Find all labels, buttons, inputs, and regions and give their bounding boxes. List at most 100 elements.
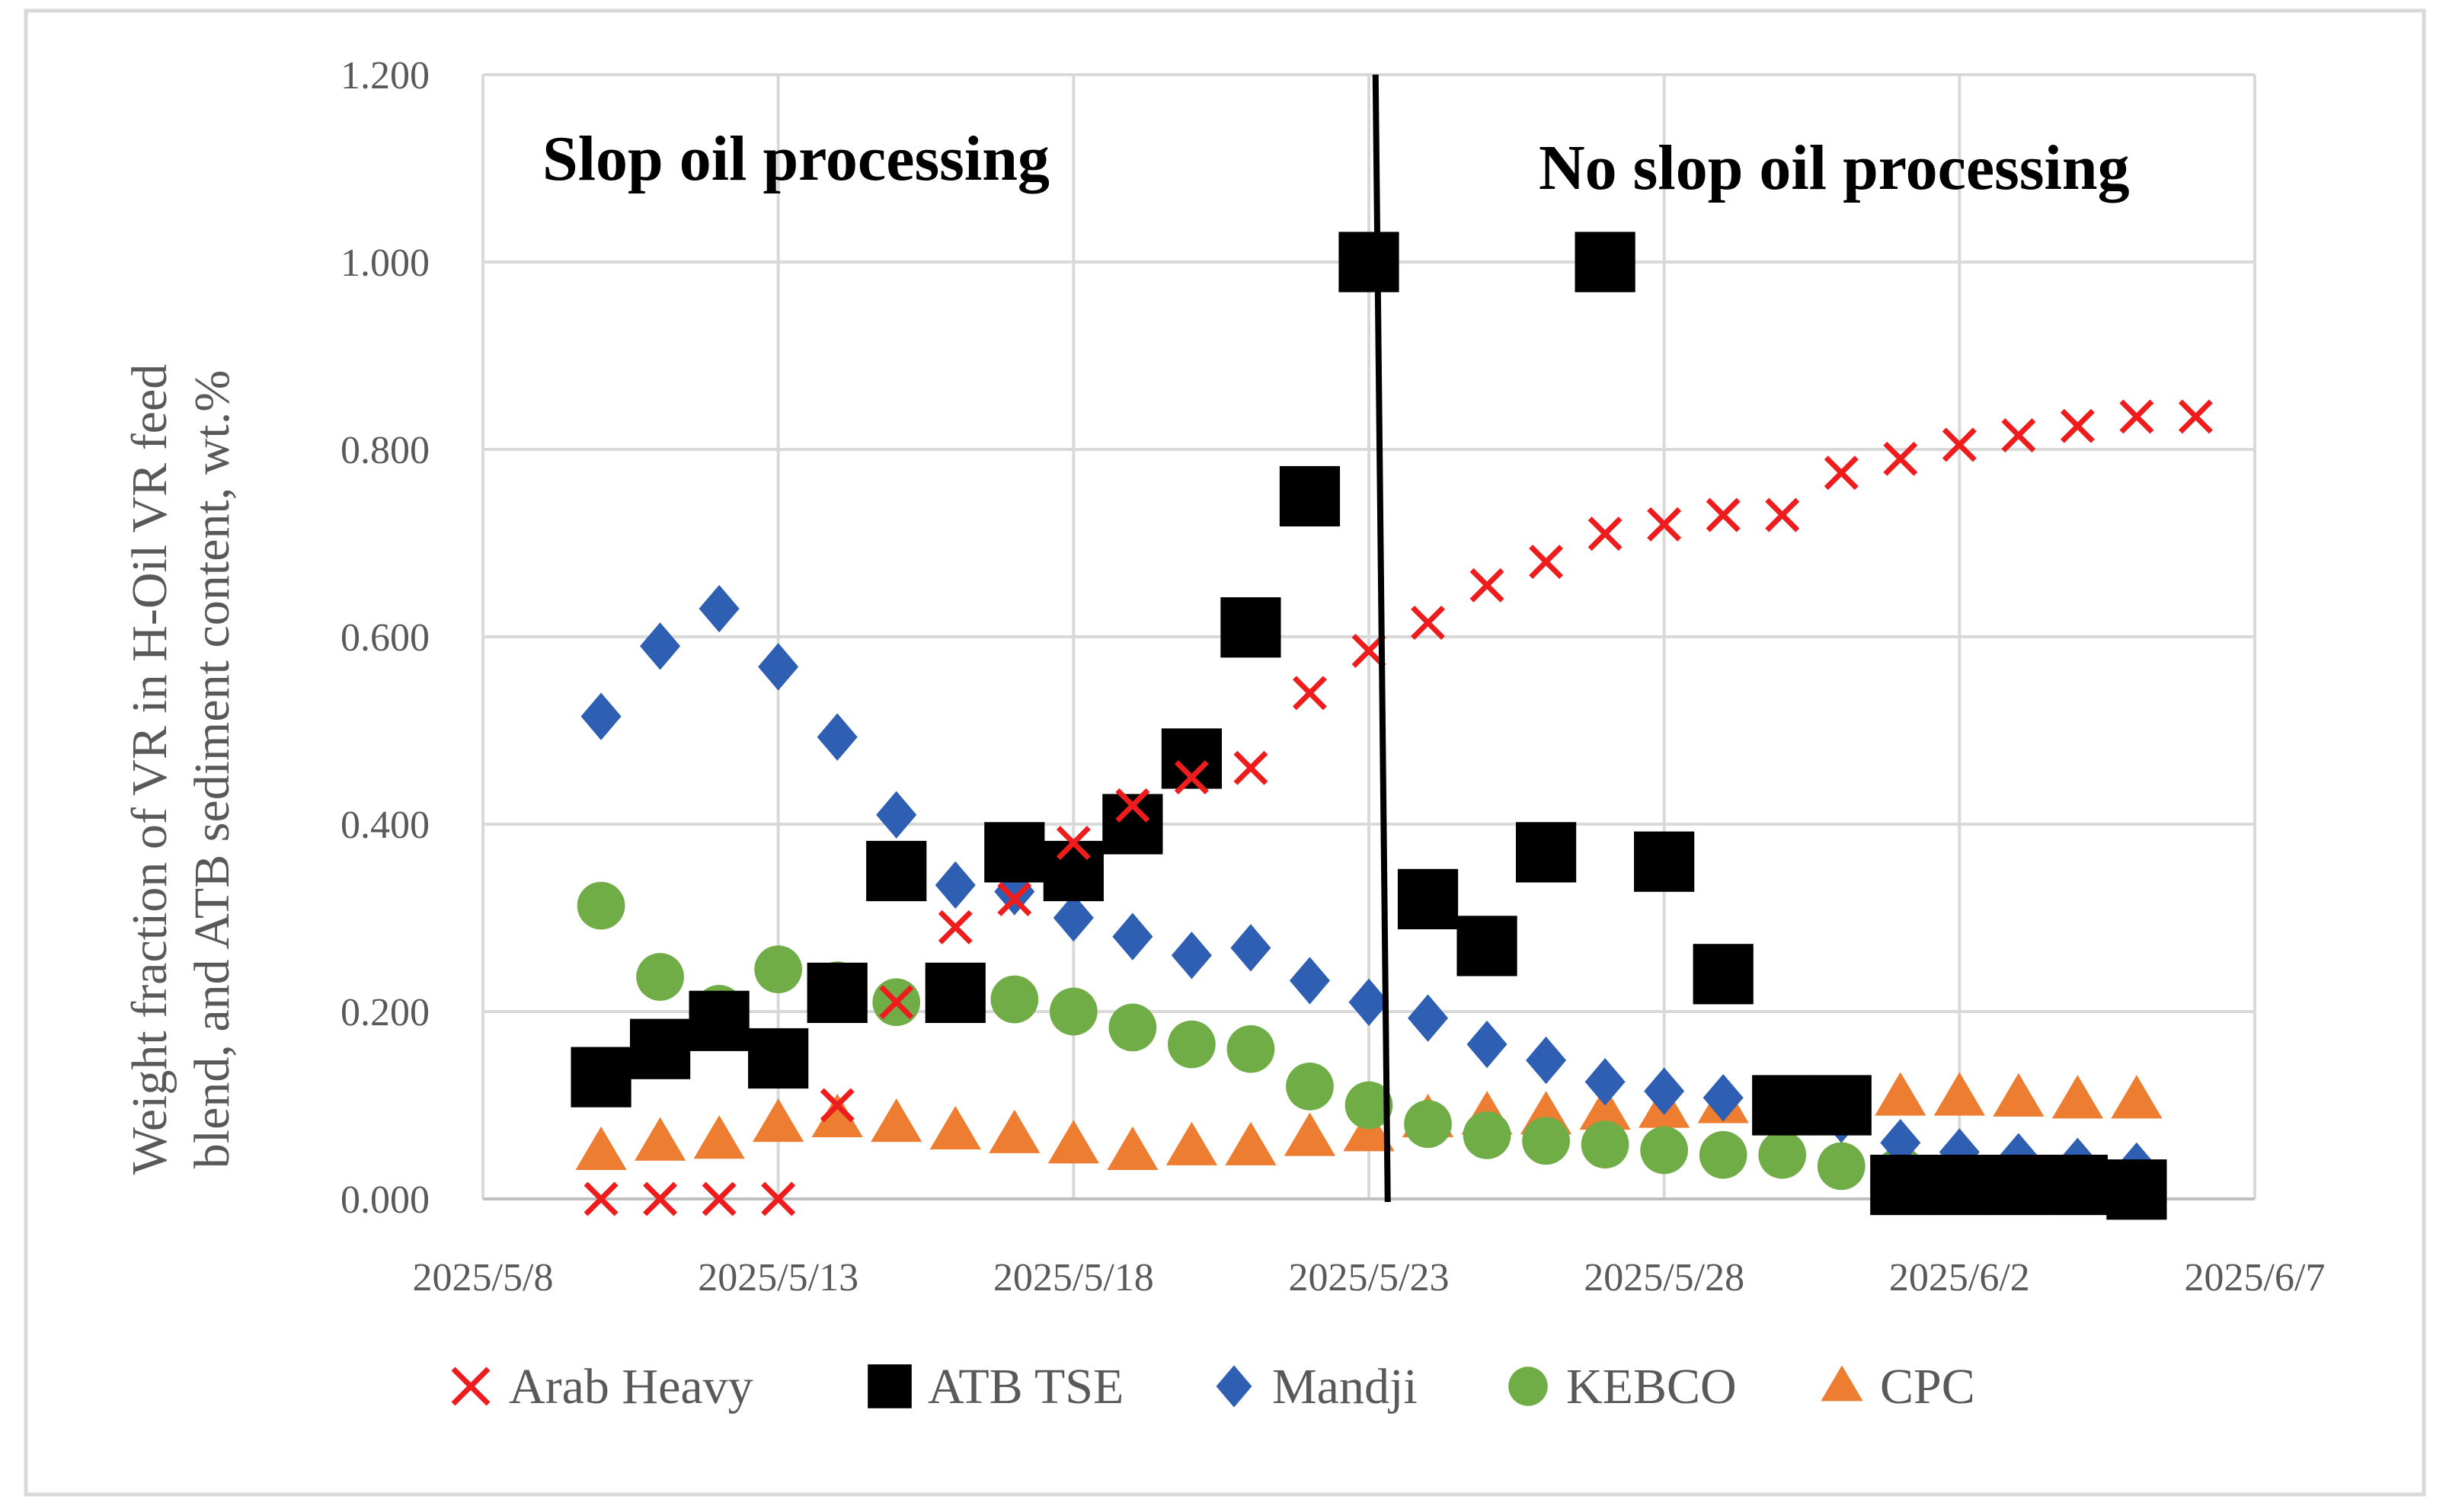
data-point-cross	[583, 1181, 619, 1216]
data-point-square	[1516, 822, 1577, 883]
data-point-triangle	[1993, 1072, 2045, 1117]
data-point-diamond	[935, 861, 976, 909]
data-point-square	[748, 1028, 809, 1089]
cross-stroke	[1469, 567, 1504, 603]
y-tick-label: 0.400	[340, 804, 430, 847]
data-point-circle	[1699, 1130, 1747, 1179]
series-arab-heavy	[583, 399, 2213, 1216]
data-point-triangle	[1165, 1121, 1217, 1165]
data-point-circle	[1226, 1025, 1275, 1073]
divider	[1372, 74, 1391, 1203]
data-point-triangle	[989, 1109, 1041, 1153]
cross-stroke	[1883, 441, 1918, 476]
cross-stroke	[2119, 399, 2154, 434]
data-point-circle	[1108, 1003, 1157, 1052]
data-point-diamond	[1053, 893, 1094, 942]
x-tick-label: 2025/5/28	[1584, 1256, 1744, 1299]
y-axis-title-line-2: blend, and ATB sediment content, wt.%	[184, 370, 240, 1169]
data-point-triangle	[1047, 1120, 1099, 1164]
data-point-triangle	[929, 1105, 981, 1149]
cross-stroke	[1056, 826, 1091, 861]
data-point-circle	[1758, 1130, 1807, 1179]
data-point-diamond	[1702, 1073, 1744, 1122]
x-tick-label: 2025/5/13	[698, 1256, 858, 1299]
legend-label: ATB TSE	[928, 1359, 1124, 1415]
data-point-square	[689, 990, 750, 1051]
data-point-circle	[1522, 1117, 1570, 1165]
data-point-cross	[1529, 545, 1564, 580]
data-point-circle	[990, 975, 1039, 1024]
cross-stroke	[1942, 427, 1977, 462]
legend-marker-diamond	[1216, 1365, 1252, 1408]
cross-stroke	[1292, 676, 1327, 711]
series-mandji	[580, 584, 2157, 1191]
data-point-square	[1811, 1075, 1872, 1136]
y-axis-title: Weight fraction of VR in H-Oil VR feed b…	[122, 364, 240, 1175]
legend-marker-circle	[1508, 1367, 1548, 1406]
data-point-diamond	[1171, 932, 1212, 980]
data-point-square	[630, 1018, 691, 1079]
data-point-diamond	[699, 584, 740, 633]
data-point-cross	[1883, 441, 1918, 476]
data-point-square	[2106, 1159, 2167, 1220]
data-point-circle	[1640, 1126, 1689, 1175]
legend-item-atb-tse: ATB TSE	[868, 1359, 1124, 1415]
data-point-circle	[636, 953, 684, 1001]
y-tick-label: 0.800	[340, 429, 430, 472]
cross-stroke	[1115, 788, 1150, 823]
cross-stroke	[1765, 497, 1800, 532]
data-point-cross	[2178, 399, 2213, 434]
data-point-square	[925, 962, 986, 1023]
cross-stroke	[938, 909, 973, 945]
data-point-cross	[879, 985, 914, 1020]
legend-marker-square	[868, 1364, 912, 1408]
annotation-slop-oil: Slop oil processing	[542, 123, 1050, 194]
data-point-diamond	[1644, 1067, 1685, 1115]
data-point-cross	[1765, 497, 1800, 532]
data-point-square	[1338, 232, 1399, 292]
data-point-square	[1988, 1154, 2049, 1216]
data-point-circle	[1168, 1020, 1216, 1069]
data-point-cross	[1706, 497, 1741, 532]
data-point-cross	[1292, 676, 1327, 711]
x-tick-label: 2025/5/23	[1289, 1256, 1450, 1299]
cross-stroke	[1233, 750, 1268, 785]
data-point-circle	[577, 881, 625, 930]
data-point-square	[1397, 868, 1459, 929]
data-point-diamond	[817, 713, 858, 761]
x-tick-label: 2025/6/7	[2185, 1256, 2326, 1299]
y-axis-title-line-1: Weight fraction of VR in H-Oil VR feed	[122, 364, 177, 1175]
data-point-triangle	[1933, 1072, 1985, 1116]
data-point-diamond	[1880, 1119, 1921, 1167]
data-point-diamond	[1466, 1020, 1507, 1069]
data-point-diamond	[1112, 913, 1153, 961]
cross-stroke	[820, 1088, 855, 1123]
data-point-triangle	[1284, 1112, 1336, 1156]
legend-label: KEBCO	[1566, 1359, 1737, 1415]
cross-stroke	[761, 1181, 796, 1216]
data-point-diamond	[758, 643, 799, 691]
data-point-cross	[1056, 826, 1091, 861]
data-point-cross	[1411, 606, 1446, 641]
legend: Arab Heavy ATB TSE Mandji KEBCO CPC	[451, 1359, 1975, 1415]
data-point-circle	[1404, 1100, 1452, 1148]
data-point-cross	[1115, 788, 1150, 823]
data-point-triangle	[575, 1126, 627, 1171]
data-point-cross	[1233, 750, 1268, 785]
data-point-diamond	[1230, 924, 1271, 972]
data-point-circle	[1817, 1142, 1866, 1191]
data-point-square	[1279, 465, 1341, 527]
data-point-cross	[1942, 427, 1977, 462]
cross-stroke	[643, 1181, 678, 1216]
cross-stroke	[1706, 497, 1741, 532]
data-point-square	[1043, 840, 1104, 902]
data-point-triangle	[871, 1098, 922, 1143]
legend-item-arab-heavy: Arab Heavy	[451, 1359, 753, 1415]
legend-item-kebco: KEBCO	[1508, 1359, 1737, 1415]
data-point-circle	[1581, 1120, 1629, 1169]
data-point-cross	[643, 1181, 678, 1216]
cross-stroke	[583, 1181, 619, 1216]
data-point-square	[1693, 944, 1754, 1005]
data-point-triangle	[635, 1117, 686, 1161]
legend-label: CPC	[1880, 1359, 1975, 1415]
